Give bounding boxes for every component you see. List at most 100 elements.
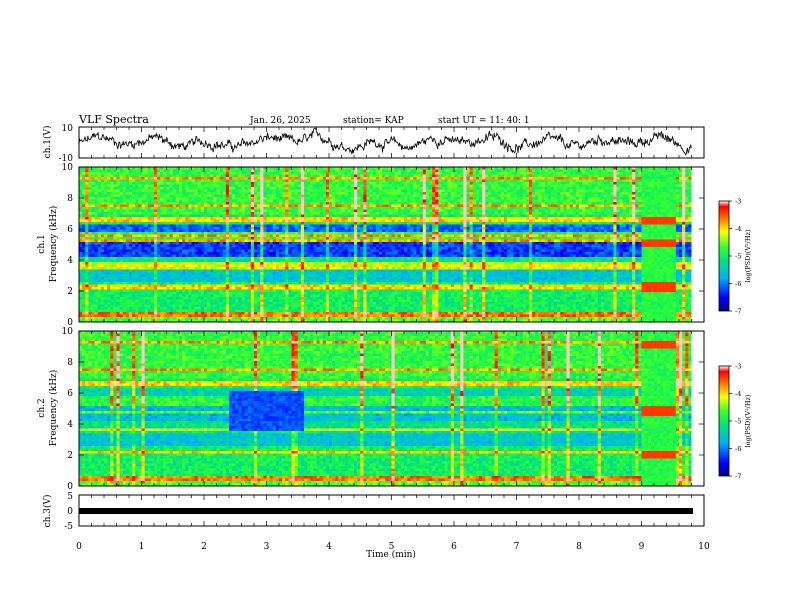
spectrogram-cell	[516, 192, 520, 195]
spectrogram-cell	[582, 204, 586, 208]
spectrogram-cell	[579, 167, 583, 170]
spectrogram-cell	[425, 204, 430, 208]
spectrogram-cell	[282, 197, 286, 200]
spectrogram-cell	[85, 197, 89, 200]
spectrogram-cell	[229, 169, 233, 173]
spectrogram-cell	[688, 174, 692, 178]
spectrogram-cell	[482, 199, 486, 203]
spectrogram-cell	[297, 169, 302, 173]
spectrogram-cell	[238, 207, 242, 210]
spectrogram-cell	[550, 184, 555, 188]
spectrogram-cell	[288, 179, 292, 183]
spectrogram-cell	[447, 224, 452, 228]
spectrogram-cell	[569, 217, 574, 220]
spectrogram-cell	[675, 172, 680, 175]
spectrogram-cell	[382, 182, 386, 185]
spectrogram-cell	[294, 189, 299, 193]
spectrogram-cell	[488, 174, 492, 178]
spectrogram-cell	[238, 202, 242, 205]
spectrogram-cell	[366, 182, 370, 185]
spectrogram-cell	[425, 207, 430, 210]
spectrogram-cell	[200, 172, 205, 175]
spectrogram-cell	[122, 209, 127, 213]
spectrogram-cell	[191, 214, 195, 218]
spectrogram-cell	[350, 207, 355, 210]
spectrogram-cell	[194, 214, 199, 218]
spectrogram-cell	[97, 204, 102, 208]
spectrogram-cell	[669, 197, 674, 200]
spectrogram-cell	[507, 217, 511, 220]
spectrogram-cell	[391, 207, 395, 210]
spectrogram-cell	[257, 189, 261, 193]
spectrogram-cell	[144, 199, 149, 203]
spectrogram-cell	[147, 214, 152, 218]
spectrogram-cell	[482, 189, 486, 193]
spectrogram-cell	[235, 172, 239, 175]
spectrogram-cell	[257, 192, 261, 195]
spectrogram-cell	[263, 177, 267, 180]
spectrogram-cell	[125, 217, 130, 220]
spectrogram-cell	[519, 209, 524, 213]
spectrogram-cell	[172, 212, 177, 215]
spectrogram-cell	[588, 202, 592, 205]
spectrogram-cell	[622, 174, 627, 178]
spectrogram-cell	[513, 202, 517, 205]
spectrogram-cell	[679, 222, 683, 225]
spectrogram-cell	[279, 172, 283, 175]
spectrogram-cell	[632, 207, 636, 210]
spectrogram-cell	[91, 207, 95, 210]
spectrogram-cell	[569, 212, 574, 215]
spectrogram-cell	[247, 192, 252, 195]
spectrogram-cell	[457, 207, 461, 210]
spectrogram-cell	[135, 184, 139, 188]
spectrogram-cell	[469, 174, 474, 178]
spectrogram-cell	[413, 217, 417, 220]
spectrogram-cell	[450, 222, 455, 225]
spectrogram-cell	[404, 172, 408, 175]
spectrogram-cell	[604, 207, 608, 210]
spectrogram-cell	[82, 167, 86, 170]
spectrogram-cell	[469, 192, 474, 195]
spectrogram-cell	[538, 212, 542, 215]
spectrogram-cell	[272, 182, 277, 185]
spectrogram-cell	[360, 209, 364, 213]
spectrogram-cell	[244, 192, 249, 195]
spectrogram-cell	[472, 179, 477, 183]
spectrogram-cell	[122, 227, 127, 230]
spectrogram-cell	[194, 217, 199, 220]
spectrogram-cell	[82, 217, 86, 220]
spectrogram-cell	[672, 199, 677, 203]
spectrogram-cell	[266, 167, 270, 170]
spectrogram-cell	[335, 192, 339, 195]
spectrogram-cell	[675, 212, 680, 215]
spectrogram-cell	[625, 209, 630, 213]
spectrogram-cell	[91, 222, 95, 225]
spectrogram-cell	[516, 184, 520, 188]
spectrogram-cell	[379, 219, 383, 223]
spectrogram-cell	[247, 167, 252, 170]
spectrogram-cell	[329, 167, 333, 170]
spectrogram-cell	[600, 197, 605, 200]
spectrogram-cell	[547, 174, 552, 178]
spectrogram-cell	[132, 217, 136, 220]
spectrogram-cell	[372, 182, 377, 185]
spectrogram-cell	[500, 169, 505, 173]
spectrogram-cell	[504, 182, 508, 185]
spectrogram-cell	[454, 182, 458, 185]
spectrogram-cell	[447, 212, 452, 215]
spectrogram-cell	[447, 177, 452, 180]
spectrogram-cell	[182, 197, 186, 200]
spectrogram-cell	[588, 172, 592, 175]
spectrogram-cell	[522, 214, 527, 218]
spectrogram-cell	[525, 187, 530, 190]
spectrogram-cell	[129, 169, 133, 173]
spectrogram-cell	[597, 214, 602, 218]
spectrogram-cell	[447, 207, 452, 210]
spectrogram-cell	[185, 177, 189, 180]
spectrogram-cell	[144, 177, 149, 180]
spectrogram-cell	[532, 192, 536, 195]
spectrogram-cell	[472, 212, 477, 215]
spectrogram-cell	[563, 187, 567, 190]
spectrogram-cell	[507, 189, 511, 193]
spectrogram-cell	[104, 167, 108, 170]
